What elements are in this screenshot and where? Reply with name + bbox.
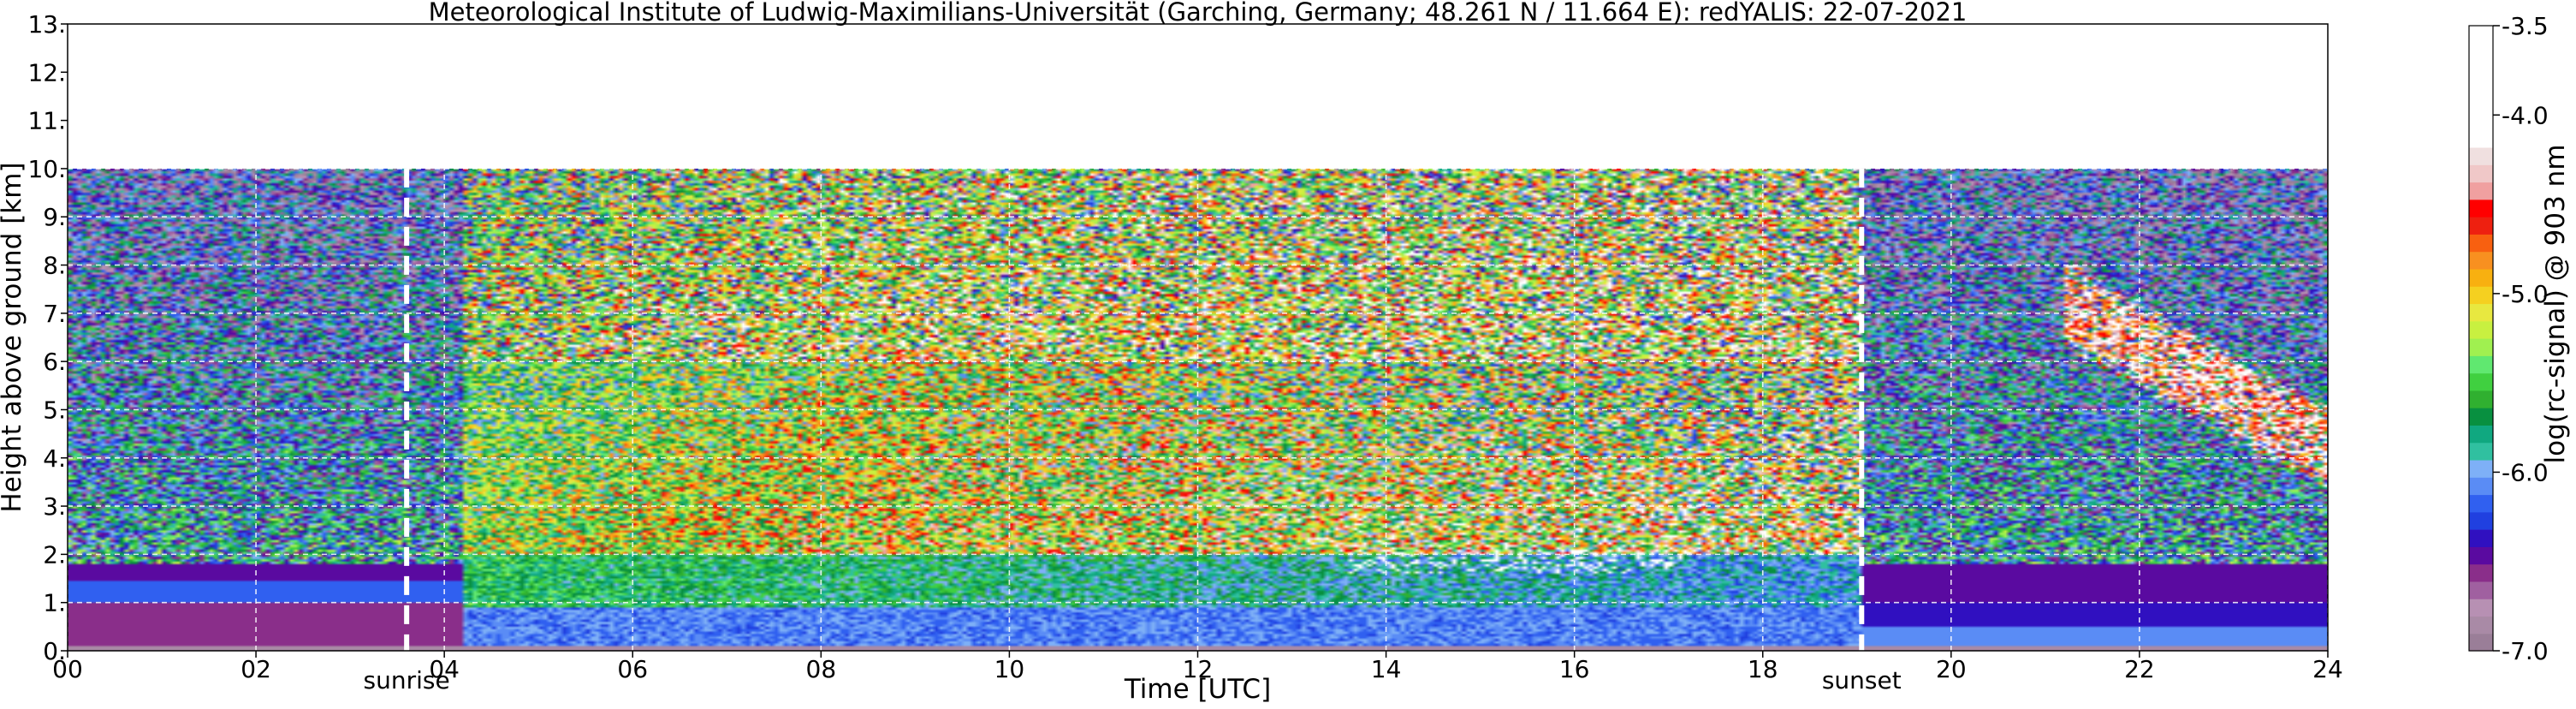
colorbar-tick-label: -3.5: [2502, 12, 2549, 40]
colorbar-swatch: [2469, 372, 2493, 391]
colorbar-swatch: [2469, 633, 2493, 652]
colorbar-swatch: [2469, 164, 2493, 183]
colorbar-frame: [2468, 25, 2494, 652]
x-tick-label: 14: [1371, 655, 1402, 683]
sun-events: sunrise sunset: [364, 168, 1902, 694]
colorbar-swatch: [2469, 320, 2493, 339]
colorbar: -3.5 -4.0 -5.0 -6.0 -7.0: [2468, 12, 2549, 665]
colorbar-swatch: [2469, 60, 2493, 79]
colorbar-swatch: [2469, 425, 2493, 444]
colorbar-swatch: [2469, 251, 2493, 270]
x-axis-label: Time [UTC]: [1124, 674, 1271, 705]
colorbar-swatch: [2469, 581, 2493, 599]
colorbar-swatch: [2469, 286, 2493, 305]
colorbar-swatch: [2469, 529, 2493, 547]
colorbar-swatch: [2469, 494, 2493, 513]
y-tick-label: 1.: [43, 589, 66, 617]
x-tick-label: 06: [617, 655, 648, 683]
colorbar-swatch: [2469, 511, 2493, 530]
x-tick-label: 20: [1936, 655, 1967, 683]
colorbar-tick-label: -4.0: [2502, 101, 2549, 129]
colorbar-swatch: [2469, 477, 2493, 496]
y-tick-label: 4.: [43, 444, 66, 473]
x-tick-label: 22: [2124, 655, 2155, 683]
colorbar-swatch: [2469, 546, 2493, 565]
x-tick-label: 00: [52, 655, 83, 683]
plot-area: sunrise sunset: [67, 23, 2329, 694]
colorbar-label: log(rc-signal) @ 903 nm: [2540, 144, 2571, 463]
colorbar-swatch: [2469, 43, 2493, 62]
colorbar-swatch: [2469, 95, 2493, 113]
colorbar-swatch: [2469, 408, 2493, 426]
sunset-label: sunset: [1822, 666, 1902, 694]
colorbar-swatch: [2469, 146, 2493, 165]
colorbar-swatch: [2469, 563, 2493, 582]
chart-title: Meteorological Institute of Ludwig-Maxim…: [429, 0, 1968, 27]
grid-lines: [67, 24, 2329, 651]
y-tick-label: 6.: [43, 348, 66, 376]
colorbar-swatch: [2469, 217, 2493, 235]
y-tick-label: 13.: [27, 10, 66, 39]
x-tick-label: 18: [1748, 655, 1778, 683]
colorbar-swatch: [2469, 234, 2493, 253]
colorbar-swatch: [2469, 77, 2493, 96]
x-tick-label: 08: [806, 655, 837, 683]
x-tick-label: 16: [1559, 655, 1590, 683]
colorbar-tick-label: -7.0: [2502, 637, 2549, 665]
x-tick-label: 12: [1183, 655, 1214, 683]
y-tick-label: 3.: [43, 492, 66, 521]
colorbar-swatch: [2469, 338, 2493, 356]
colorbar-swatch: [2469, 303, 2493, 322]
x-tick-label: 04: [429, 655, 460, 683]
colorbar-swatch: [2469, 355, 2493, 374]
sunrise-label: sunrise: [364, 666, 450, 694]
colorbar-tick-label: -6.0: [2502, 458, 2549, 486]
y-tick-label: 2.: [43, 540, 66, 569]
colorbar-swatch: [2469, 390, 2493, 408]
y-tick-label: 11.: [27, 107, 66, 135]
colorbar-tick-label: -5.0: [2502, 280, 2549, 308]
y-tick-label: 10.: [27, 155, 66, 183]
y-axis: 0. 1. 2. 3. 4. 5. 6. 7. 8. 9. 10. 11. 12. 13.: [27, 10, 68, 665]
colorbar-swatch: [2469, 182, 2493, 200]
colorbar-swatch: [2469, 599, 2493, 617]
colorbar-swatch: [2469, 442, 2493, 461]
colorbar-swatch: [2469, 26, 2493, 44]
y-tick-label: 8.: [43, 252, 66, 280]
colorbar-swatch: [2469, 199, 2493, 217]
colorbar-swatch: [2469, 112, 2493, 131]
y-axis-label: Height above ground [km]: [0, 162, 27, 512]
colorbar-swatch: [2469, 129, 2493, 148]
y-tick-label: 5.: [43, 396, 66, 424]
x-tick-label: 02: [240, 655, 271, 683]
y-tick-label: 7.: [43, 300, 66, 328]
y-tick-label: 12.: [27, 58, 66, 86]
x-tick-label: 24: [2312, 655, 2343, 683]
y-tick-label: 9.: [43, 203, 66, 231]
colorbar-swatch: [2469, 268, 2493, 287]
y-tick-label: 0.: [43, 637, 66, 665]
colorbar-swatch: [2469, 616, 2493, 635]
x-axis: 00 02 04 06 08 10 12 14 16 18 20 22 24: [52, 651, 2343, 683]
x-tick-label: 10: [994, 655, 1025, 683]
colorbar-swatch: [2469, 459, 2493, 478]
